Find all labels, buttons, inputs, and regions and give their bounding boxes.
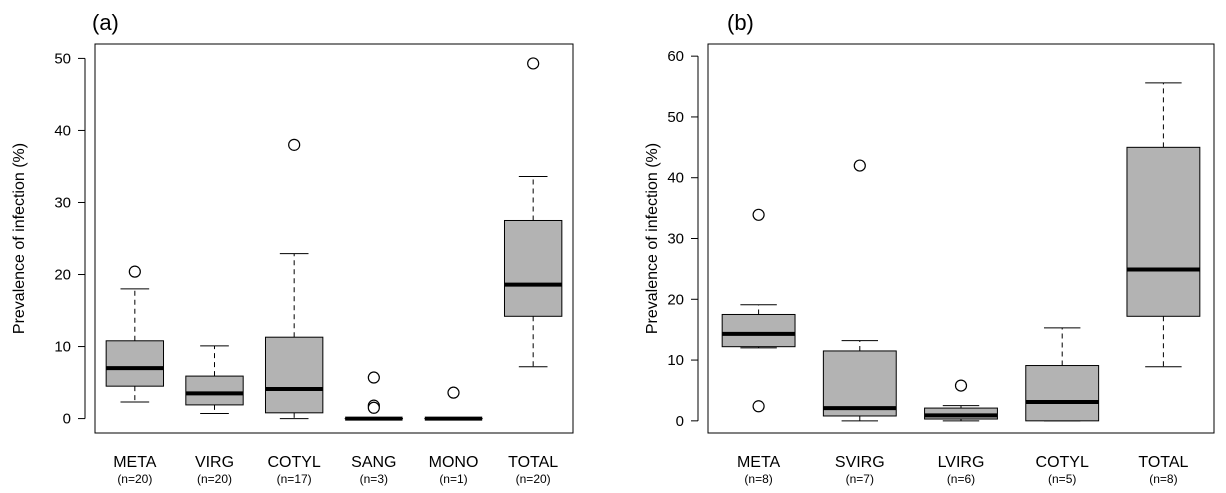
- x-category-label: SVIRG: [835, 454, 885, 471]
- y-tick-label: 40: [54, 122, 71, 139]
- y-axis-label: Prevalence of infection (%): [644, 143, 661, 334]
- x-sample-size-label: (n=5): [1048, 472, 1076, 486]
- y-tick-label: 10: [54, 339, 71, 356]
- x-sample-size-label: (n=8): [744, 472, 772, 486]
- iqr-box: [265, 337, 322, 413]
- x-category-label: MONO: [429, 454, 479, 471]
- panel-label: (b): [727, 10, 754, 35]
- x-sample-size-label: (n=20): [516, 472, 551, 486]
- outlier-point: [753, 209, 764, 220]
- x-category-label: COTYL: [1036, 454, 1089, 471]
- x-sample-size-label: (n=7): [846, 472, 874, 486]
- x-sample-size-label: (n=8): [1149, 472, 1177, 486]
- plot-frame: [95, 44, 573, 433]
- y-tick-label: 50: [54, 50, 71, 67]
- y-tick-label: 10: [667, 352, 684, 369]
- x-category-label: COTYL: [267, 454, 320, 471]
- outlier-point: [854, 160, 865, 171]
- outlier-point: [368, 402, 379, 413]
- x-category-label: LVIRG: [938, 454, 985, 471]
- iqr-box: [504, 220, 561, 316]
- panel-b: (b) 0 10 20 30 40 50 60 Prevalence of infection …: [644, 10, 1214, 486]
- outlier-point: [289, 139, 300, 150]
- box-meta: [106, 266, 163, 402]
- y-tick-label: 30: [54, 194, 71, 211]
- box-cotyl: [1026, 328, 1099, 421]
- outlier-point: [448, 387, 459, 398]
- x-category-label: META: [113, 454, 157, 471]
- y-axis-label: Prevalence of infection (%): [11, 143, 28, 334]
- box-meta: [722, 209, 795, 411]
- iqr-box: [186, 376, 243, 405]
- y-tick-label: 0: [676, 413, 684, 430]
- iqr-box: [1026, 366, 1099, 421]
- y-tick-label: 20: [667, 291, 684, 308]
- x-sample-size-label: (n=1): [439, 472, 467, 486]
- outlier-point: [753, 401, 764, 412]
- y-tick-label: 20: [54, 267, 71, 284]
- x-category-label: SANG: [351, 454, 396, 471]
- box-cotyl: [265, 139, 322, 418]
- outlier-point: [956, 380, 967, 391]
- outlier-point: [368, 372, 379, 383]
- box-sang: [345, 372, 402, 419]
- y-tick-label: 50: [667, 109, 684, 126]
- x-sample-size-label: (n=20): [197, 472, 232, 486]
- box-virg: [186, 346, 243, 414]
- x-sample-size-label: (n=20): [117, 472, 152, 486]
- panel-a: (a) 0 10 20 30 40 50 Prevalence of infection (%…: [11, 10, 573, 486]
- iqr-box: [722, 314, 795, 346]
- box-total: [504, 58, 561, 367]
- x-sample-size-label: (n=6): [947, 472, 975, 486]
- iqr-box: [1127, 147, 1200, 316]
- outlier-point: [528, 58, 539, 69]
- y-tick-label: 0: [63, 411, 71, 428]
- iqr-box: [106, 341, 163, 386]
- box-total: [1127, 83, 1200, 367]
- x-sample-size-label: (n=17): [277, 472, 312, 486]
- box-svirg: [823, 160, 896, 421]
- panel-label: (a): [92, 10, 119, 35]
- y-tick-label: 30: [667, 231, 684, 248]
- box-lvirg: [925, 380, 998, 421]
- x-category-label: TOTAL: [508, 454, 558, 471]
- box-mono: [425, 387, 482, 418]
- outlier-point: [129, 266, 140, 277]
- y-tick-label: 60: [667, 48, 684, 65]
- y-tick-label: 40: [667, 170, 684, 187]
- x-category-label: META: [737, 454, 781, 471]
- x-category-label: TOTAL: [1138, 454, 1188, 471]
- x-sample-size-label: (n=3): [360, 472, 388, 486]
- x-category-label: VIRG: [195, 454, 234, 471]
